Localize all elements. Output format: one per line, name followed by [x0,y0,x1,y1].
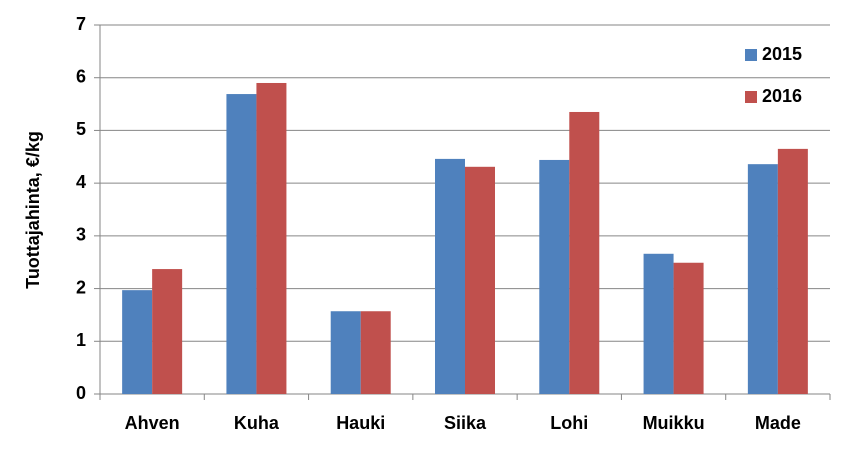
bar [256,82,287,394]
bar [226,94,257,394]
x-tick-label: Muikku [643,413,705,433]
y-tick-label: 6 [76,66,86,86]
y-tick-label: 0 [76,383,86,403]
bar [777,148,808,394]
y-tick-label: 4 [76,172,86,192]
x-tick-label: Made [755,413,801,433]
bar [435,158,465,394]
x-tick-label: Ahven [125,413,180,433]
bar [539,159,570,394]
bar [569,111,600,394]
legend-label: 2015 [762,44,802,64]
legend-swatch [745,49,757,61]
x-tick-label: Siika [444,413,487,433]
y-axis-label: Tuottajahinta, €/kg [23,131,43,289]
bar [465,166,495,394]
legend-swatch [745,91,757,103]
y-tick-label: 3 [76,225,86,245]
x-tick-label: Hauki [336,413,385,433]
bar [360,311,391,394]
legend-label: 2016 [762,86,802,106]
bar [673,262,704,394]
bar [747,164,778,394]
bar [152,269,183,394]
bar [122,290,153,394]
x-tick-label: Lohi [550,413,588,433]
x-tick-label: Kuha [234,413,280,433]
y-tick-label: 5 [76,119,86,139]
y-tick-label: 7 [76,14,86,34]
y-tick-label: 1 [76,330,86,350]
bar [330,311,361,394]
y-tick-label: 2 [76,277,86,297]
bar [643,253,674,394]
